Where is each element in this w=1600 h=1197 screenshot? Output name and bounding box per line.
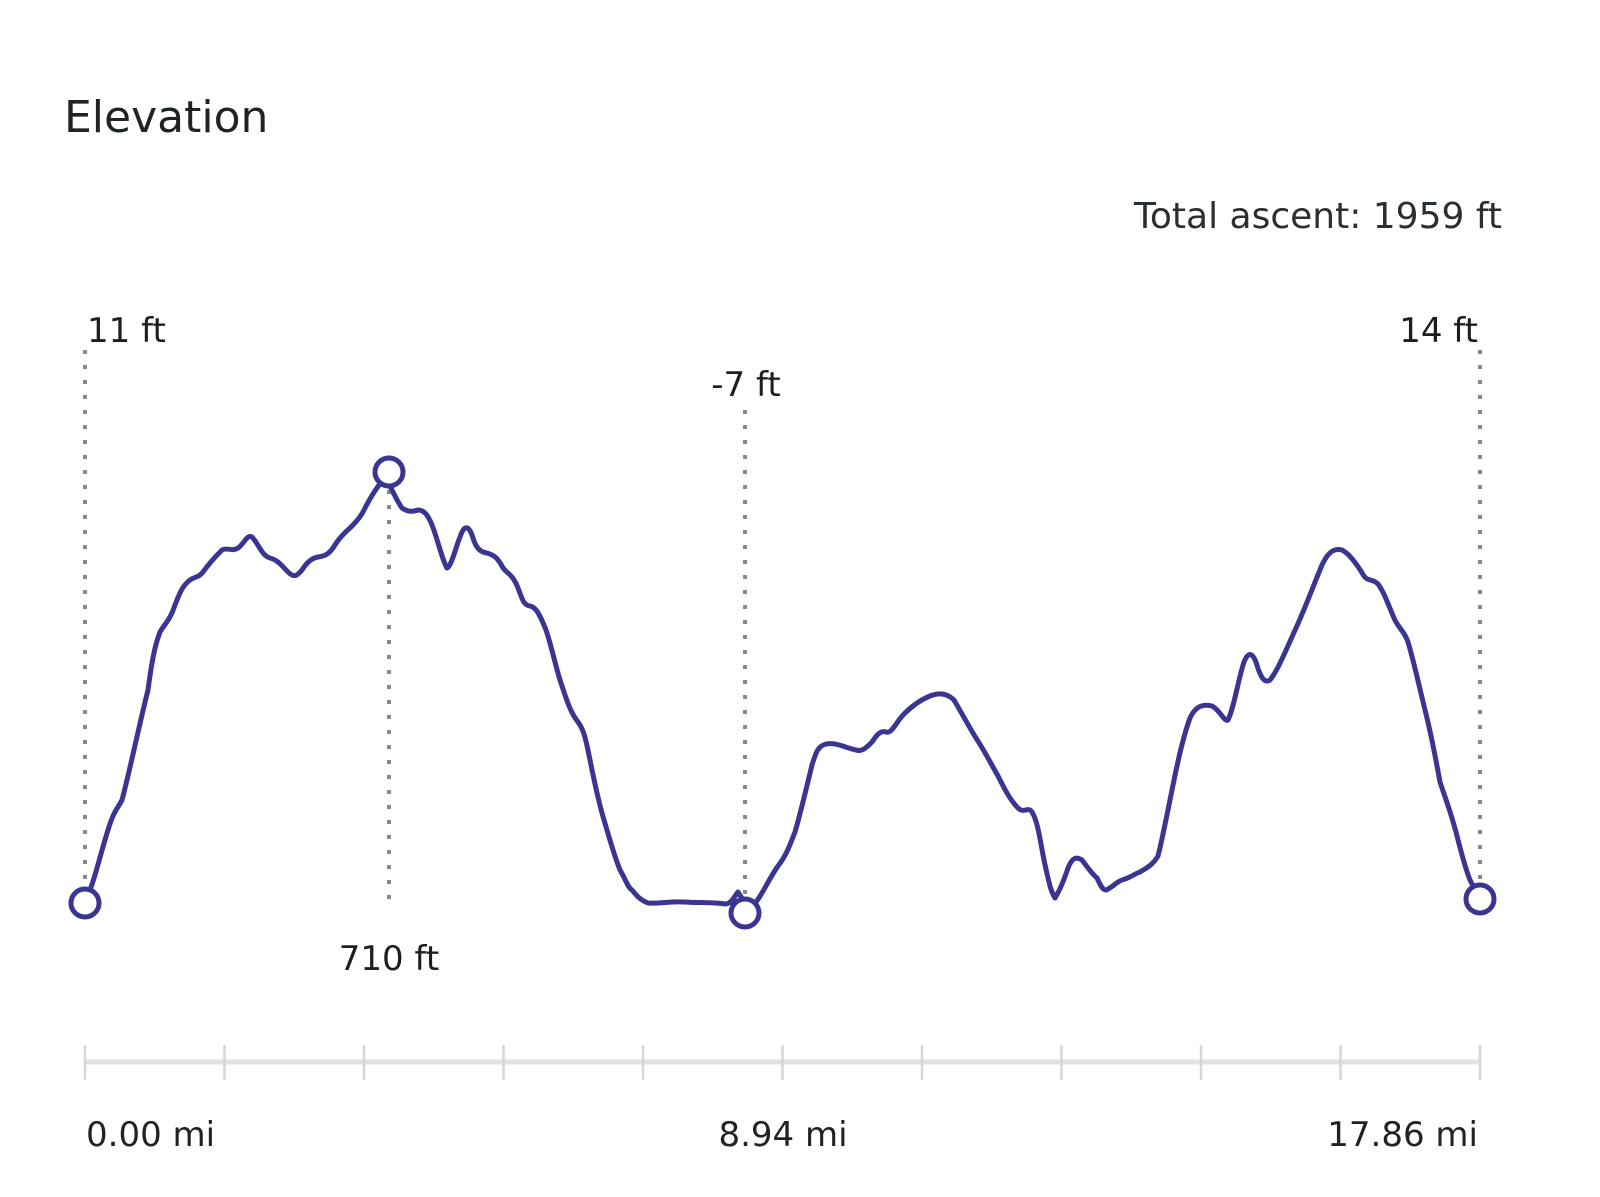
axis-ticks (83, 1045, 1482, 1080)
min-marker[interactable] (728, 896, 762, 930)
max-marker[interactable] (372, 455, 406, 489)
total-ascent-label: Total ascent: 1959 ft (1134, 196, 1502, 237)
start-marker[interactable] (68, 886, 102, 920)
panel-title: Elevation (64, 92, 269, 143)
min-elevation-label: -7 ft (711, 365, 780, 405)
guide-lines (83, 350, 1482, 910)
x-axis-mid-label: 8.94 mi (718, 1115, 847, 1155)
end-elevation-label: 14 ft (1399, 311, 1478, 351)
elevation-line[interactable] (82, 475, 1483, 909)
x-axis-end-label: 17.86 mi (1327, 1115, 1478, 1155)
max-elevation-label: 710 ft (339, 939, 439, 979)
start-elevation-label: 11 ft (87, 311, 166, 351)
x-axis-start-label: 0.00 mi (86, 1115, 215, 1155)
x-axis: 0.00 mi 8.94 mi 17.86 mi (83, 1045, 1482, 1155)
end-marker[interactable] (1463, 882, 1497, 916)
